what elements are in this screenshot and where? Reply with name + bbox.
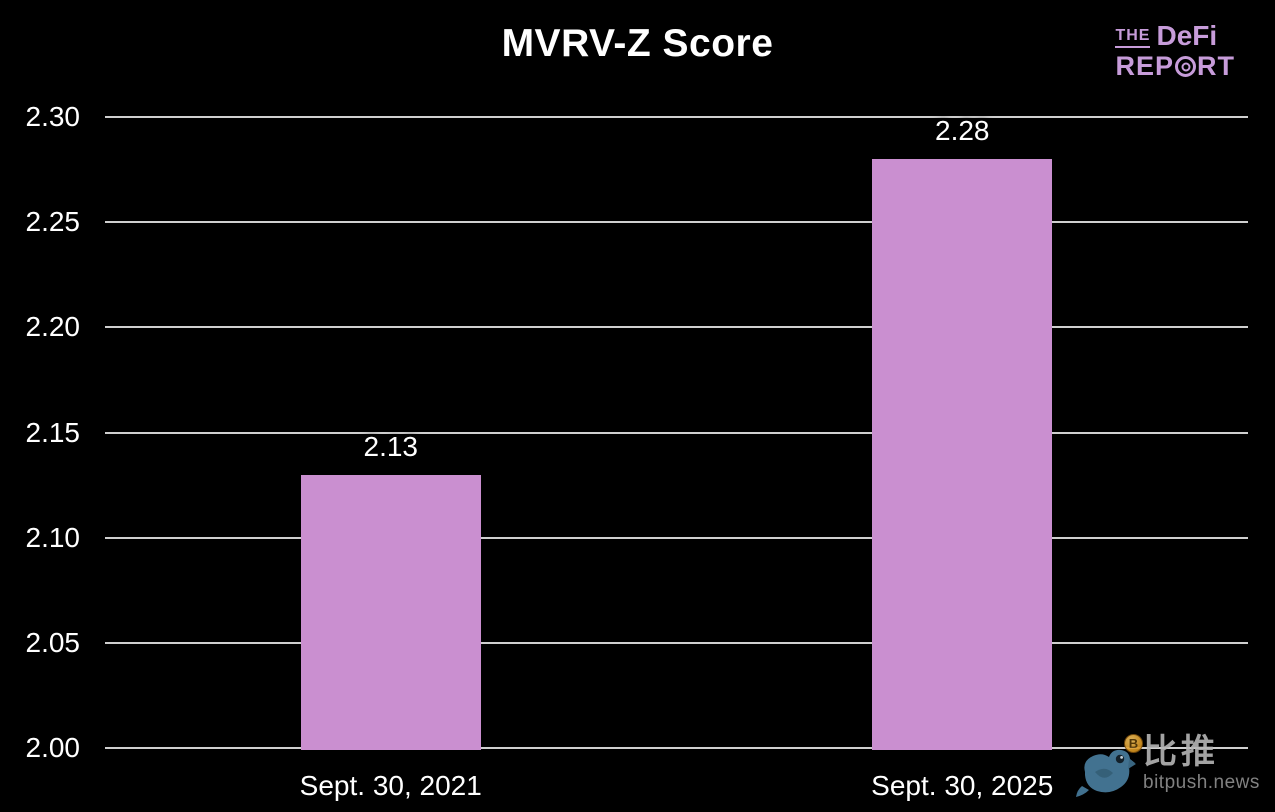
watermark-text: 比推 bitpush.news: [1143, 733, 1260, 794]
y-axis-tick-label: 2.05: [25, 626, 81, 658]
logo-word-the: THE: [1115, 28, 1151, 48]
y-axis-tick-label: 2.10: [25, 521, 81, 553]
logo-word-rt: RT: [1197, 51, 1235, 81]
bitpush-watermark: B 比推 bitpush.news: [1076, 733, 1272, 808]
gridline: [105, 326, 1248, 329]
gridline: [105, 221, 1248, 224]
bar-value-label: 2.28: [935, 115, 990, 147]
watermark-chinese-name: 比推: [1143, 733, 1219, 771]
watermark-site-url: bitpush.news: [1143, 772, 1260, 794]
bar: [872, 159, 1053, 750]
x-axis-tick-label: Sept. 30, 2025: [871, 770, 1054, 801]
y-axis-tick-label: 2.30: [25, 101, 81, 132]
twitter-bird-icon: [1076, 749, 1136, 797]
bullseye-inner-ring: [1181, 62, 1190, 71]
y-axis-tick-label: 2.00: [25, 732, 81, 763]
y-axis-tick-label: 2.25: [25, 206, 81, 238]
defi-report-logo: THE DeFi REP RT: [1115, 22, 1235, 80]
y-axis-tick-label: 2.20: [25, 311, 81, 343]
bar: [300, 474, 481, 750]
gridline: [105, 116, 1248, 118]
chart-title: MVRV-Z Score: [501, 22, 774, 65]
bar-value-label: 2.13: [363, 430, 419, 462]
bitcoin-coin-icon: B: [1124, 734, 1143, 753]
x-axis-tick-label: Sept. 30, 2021: [299, 770, 482, 801]
logo-word-defi: DeFi: [1156, 20, 1218, 51]
gridline: [105, 747, 1248, 749]
logo-word-rep: REP: [1115, 51, 1174, 81]
gridline: [105, 641, 1248, 644]
gridline: [105, 431, 1248, 434]
logo-line-1: THE DeFi: [1115, 22, 1235, 50]
logo-line-2: REP RT: [1115, 53, 1235, 80]
gridline: [105, 536, 1248, 539]
bullseye-o-icon: [1175, 56, 1196, 77]
y-axis-tick-label: 2.15: [25, 416, 81, 448]
